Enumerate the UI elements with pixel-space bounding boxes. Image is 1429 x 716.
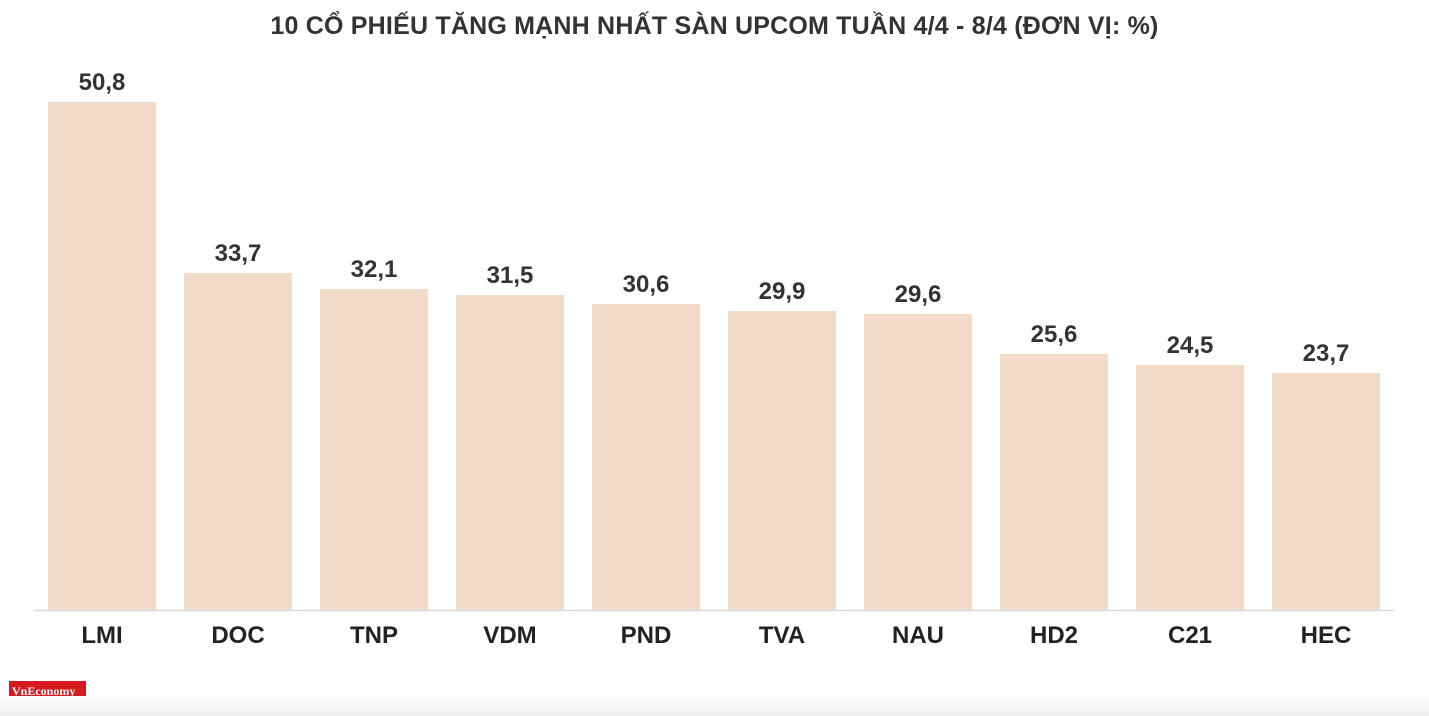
bar-doc [184, 273, 292, 610]
category-label-hec: HEC [1301, 622, 1352, 649]
bars-layer [48, 102, 1380, 610]
bar-vdm [456, 295, 564, 610]
bar-hec [1272, 373, 1380, 610]
value-label-hd2: 25,6 [1031, 321, 1078, 348]
category-label-c21: C21 [1168, 622, 1212, 649]
value-label-c21: 24,5 [1167, 332, 1214, 359]
category-label-doc: DOC [211, 622, 264, 649]
bar-tnp [320, 289, 428, 610]
category-label-tnp: TNP [350, 622, 398, 649]
value-label-pnd: 30,6 [623, 271, 670, 298]
category-label-pnd: PND [621, 622, 672, 649]
category-label-hd2: HD2 [1030, 622, 1078, 649]
labels-layer: 50,8 LMI 33,7 DOC 32,1 TNP 31,5 VDM 30,6 PND 29,9 T… [79, 69, 1352, 649]
bar-lmi [48, 102, 156, 610]
bar-pnd [592, 304, 700, 610]
category-label-vdm: VDM [483, 622, 536, 649]
value-label-lmi: 50,8 [79, 69, 126, 96]
bar-tva [728, 311, 836, 610]
value-label-tva: 29,9 [759, 278, 806, 305]
bottom-shade [0, 696, 1429, 716]
category-label-lmi: LMI [81, 622, 122, 649]
value-label-nau: 29,6 [895, 281, 942, 308]
category-label-nau: NAU [892, 622, 944, 649]
category-label-tva: TVA [759, 622, 805, 649]
bar-hd2 [1000, 354, 1108, 610]
bar-c21 [1136, 365, 1244, 610]
value-label-doc: 33,7 [215, 240, 262, 267]
value-label-hec: 23,7 [1303, 340, 1350, 367]
value-label-tnp: 32,1 [351, 256, 398, 283]
bar-nau [864, 314, 972, 610]
chart-title: 10 CỔ PHIẾU TĂNG MẠNH NHẤT SÀN UPCOM TUẦ… [270, 12, 1159, 40]
value-label-vdm: 31,5 [487, 262, 534, 289]
